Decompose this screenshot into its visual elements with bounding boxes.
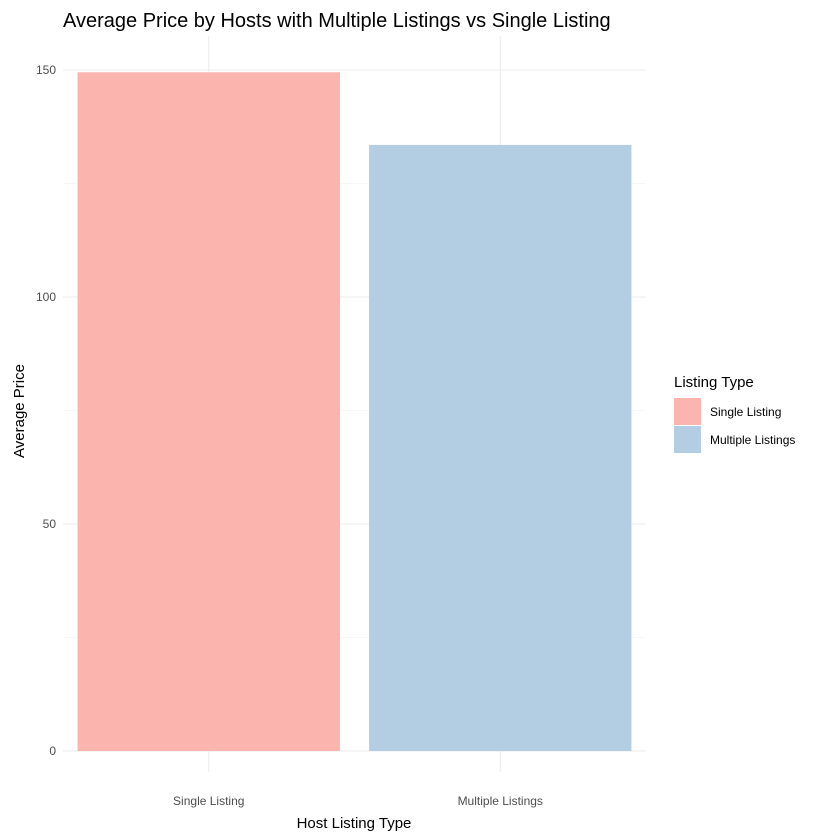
bars [77, 72, 632, 751]
y-tick-label: 100 [36, 290, 56, 304]
legend-swatch [674, 426, 701, 453]
y-tick-label: 150 [36, 63, 56, 77]
legend: Listing Type Single Listing Multiple List… [674, 374, 795, 453]
legend-title: Listing Type [674, 374, 754, 391]
legend-label: Single Listing [710, 405, 781, 419]
y-tick-label: 0 [49, 744, 56, 758]
bar [369, 144, 632, 751]
y-tick-label: 50 [43, 517, 57, 531]
y-axis-ticks: 0 50 100 150 [36, 63, 56, 758]
x-axis-title: Host Listing Type [297, 815, 412, 832]
x-axis-ticks: Single Listing Multiple Listings [173, 794, 543, 808]
x-tick-label: Multiple Listings [458, 794, 543, 808]
legend-swatch [674, 398, 701, 425]
legend-label: Multiple Listings [710, 433, 795, 447]
bar [77, 72, 340, 751]
chart-title: Average Price by Hosts with Multiple Lis… [63, 10, 611, 32]
x-tick-label: Single Listing [173, 794, 244, 808]
y-axis-title: Average Price [11, 364, 28, 458]
